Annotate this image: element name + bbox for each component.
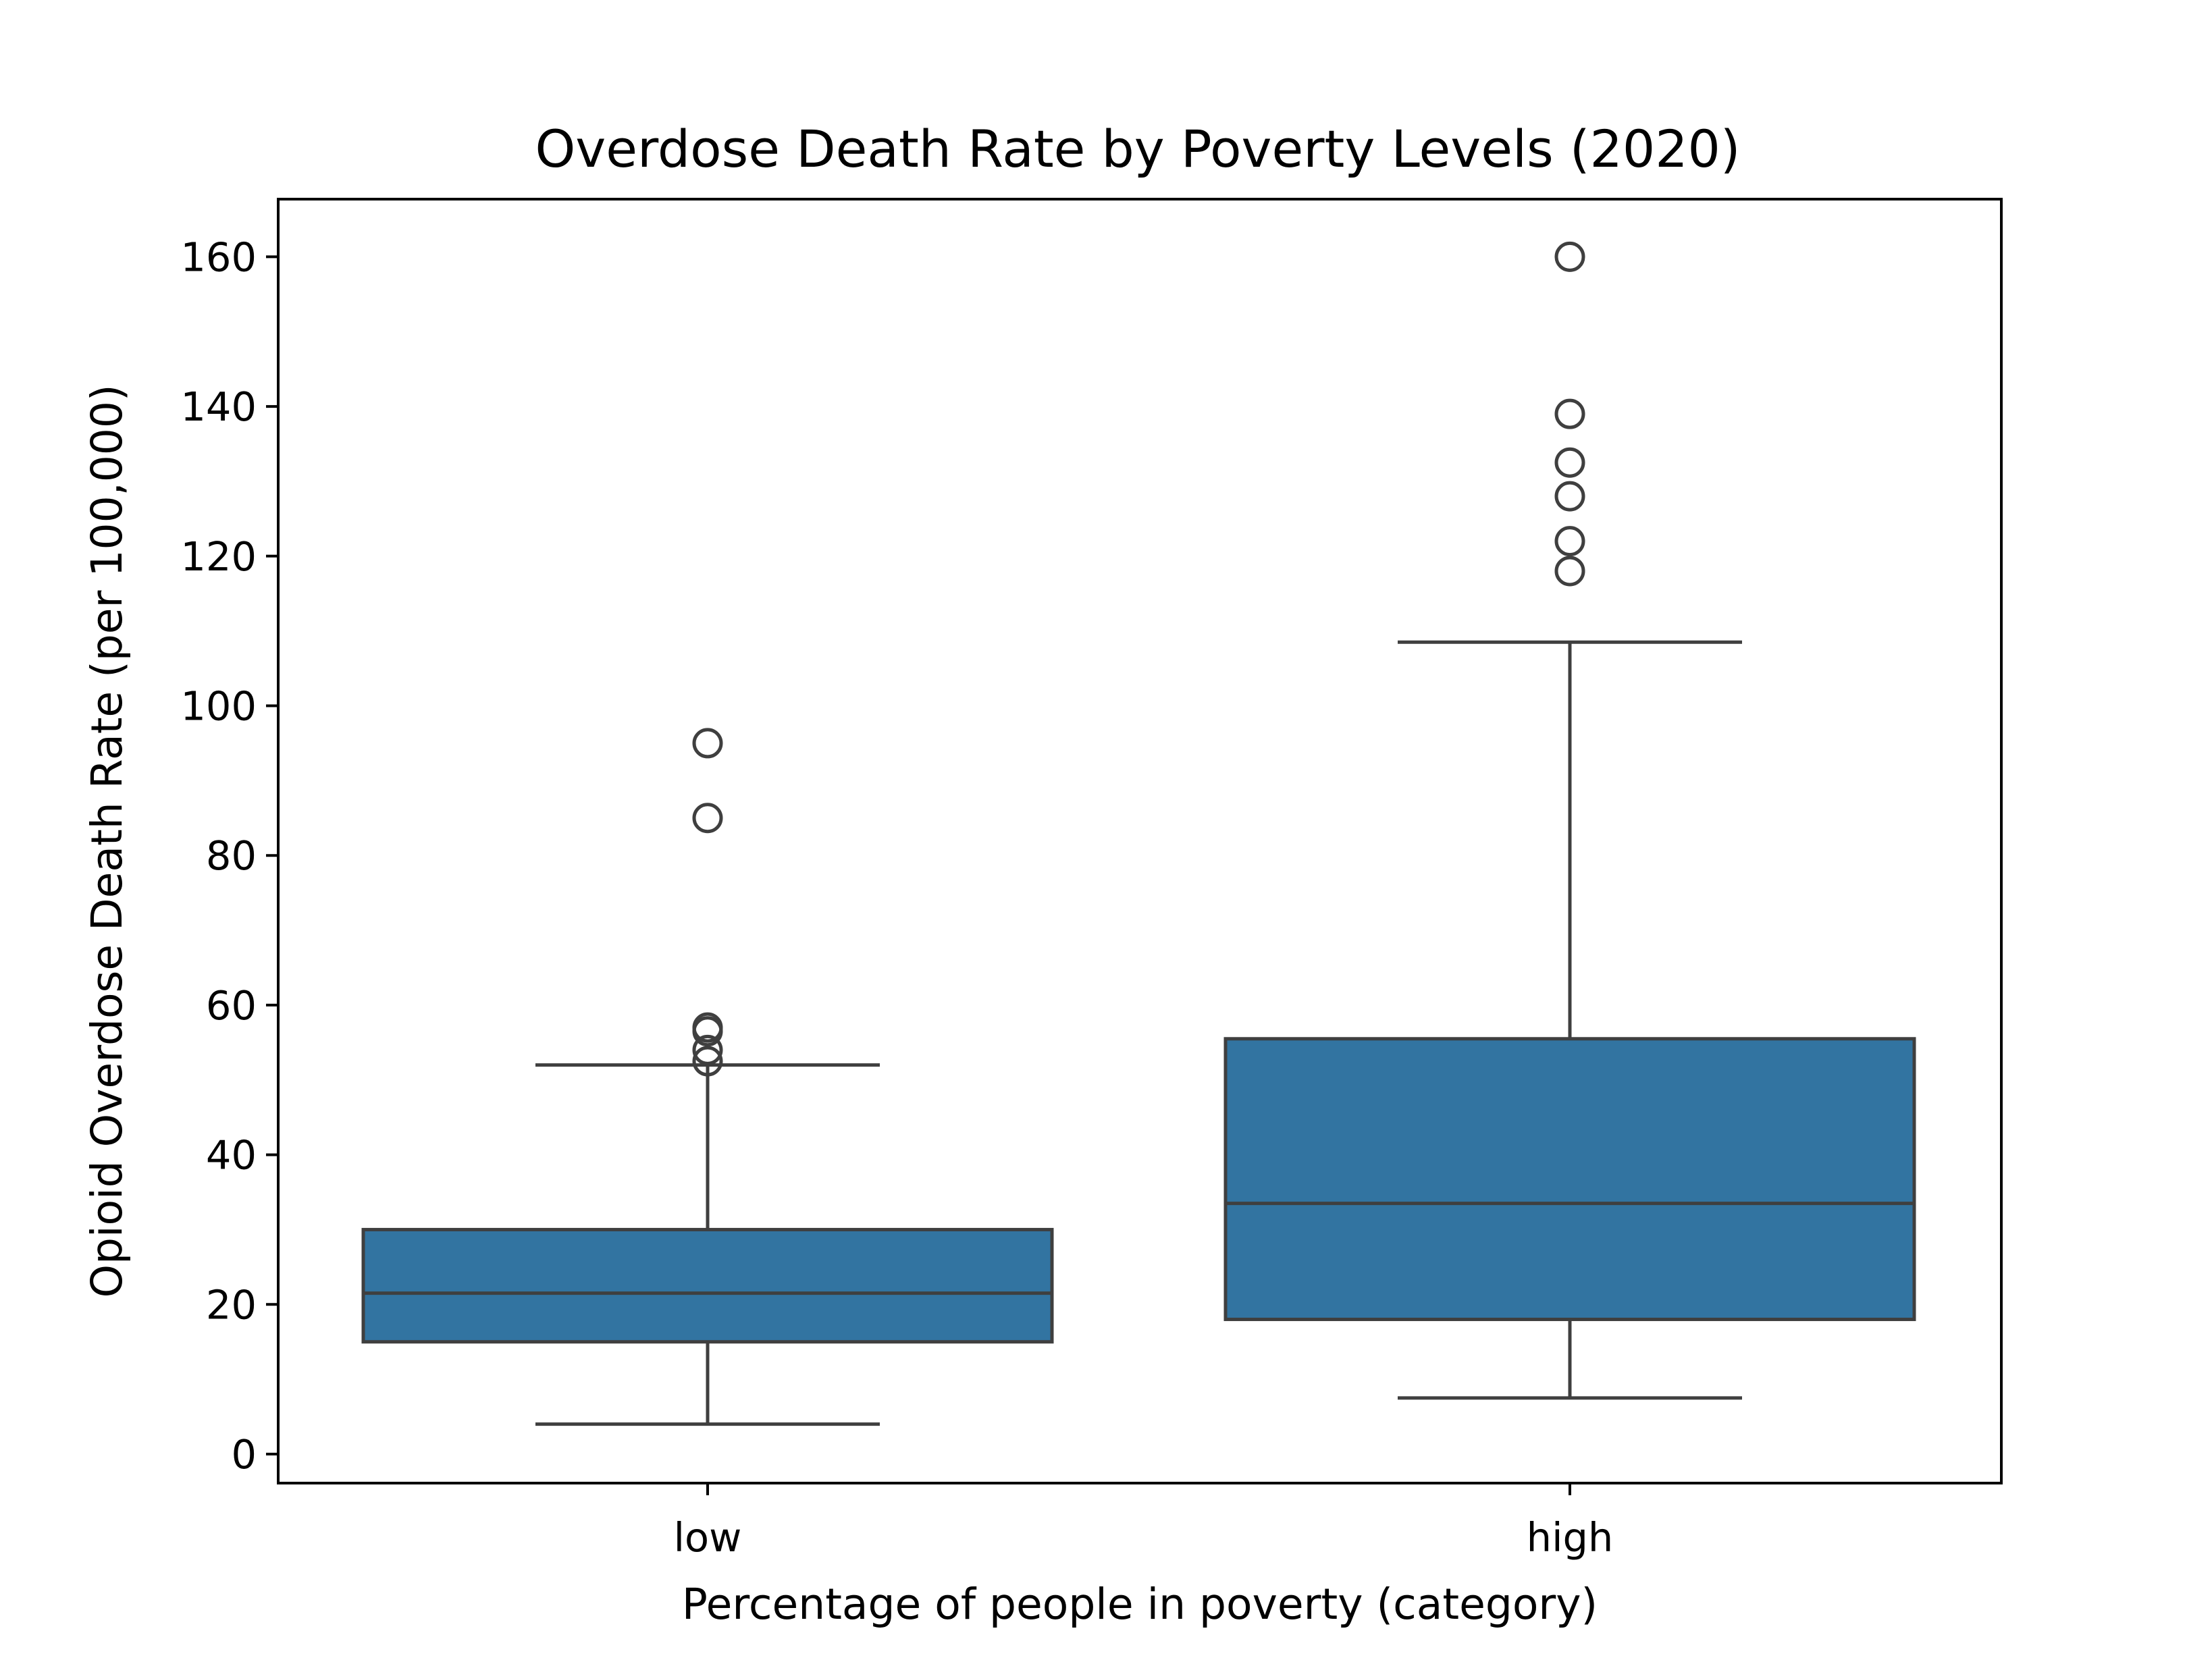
outlier-point: [1554, 481, 1585, 512]
plot-area: [361, 241, 1916, 1426]
outlier-point: [1554, 241, 1585, 272]
x-axis: low high: [674, 1483, 1614, 1561]
outlier-point: [692, 1046, 723, 1077]
y-tick-label: 120: [180, 533, 257, 580]
y-tick-label: 0: [231, 1431, 257, 1478]
outlier-point: [1554, 398, 1585, 429]
outlier-point: [1554, 556, 1585, 587]
outlier-point: [1554, 447, 1585, 478]
box-low: [361, 728, 1054, 1426]
plot-frame: [277, 198, 2003, 1484]
iqr-box: [1223, 1037, 1916, 1321]
y-axis-label: Opioid Overdose Death Rate (per 100,000): [82, 384, 132, 1297]
box-high: [1223, 241, 1916, 1400]
outlier-point: [1554, 526, 1585, 557]
y-tick-label: 60: [206, 982, 257, 1029]
y-tick-label: 160: [180, 234, 257, 280]
y-tick-label: 20: [206, 1281, 257, 1328]
x-axis-label: Percentage of people in poverty (categor…: [682, 1580, 1598, 1629]
y-tick-label: 140: [180, 383, 257, 430]
outlier-point: [692, 1012, 723, 1043]
chart-title: Overdose Death Rate by Poverty Levels (2…: [535, 119, 1740, 179]
outlier-point: [692, 728, 723, 759]
outlier-point: [692, 803, 723, 834]
iqr-box: [361, 1227, 1054, 1344]
y-tick-label: 40: [206, 1132, 257, 1179]
y-tick-label: 80: [206, 832, 257, 879]
y-tick-label: 100: [180, 683, 257, 730]
y-axis: 0 20 40 60 80 100 120 140 160: [180, 234, 278, 1478]
x-tick-label: low: [674, 1514, 742, 1561]
outlier-point: [692, 1034, 723, 1065]
x-tick-label: high: [1527, 1514, 1614, 1561]
